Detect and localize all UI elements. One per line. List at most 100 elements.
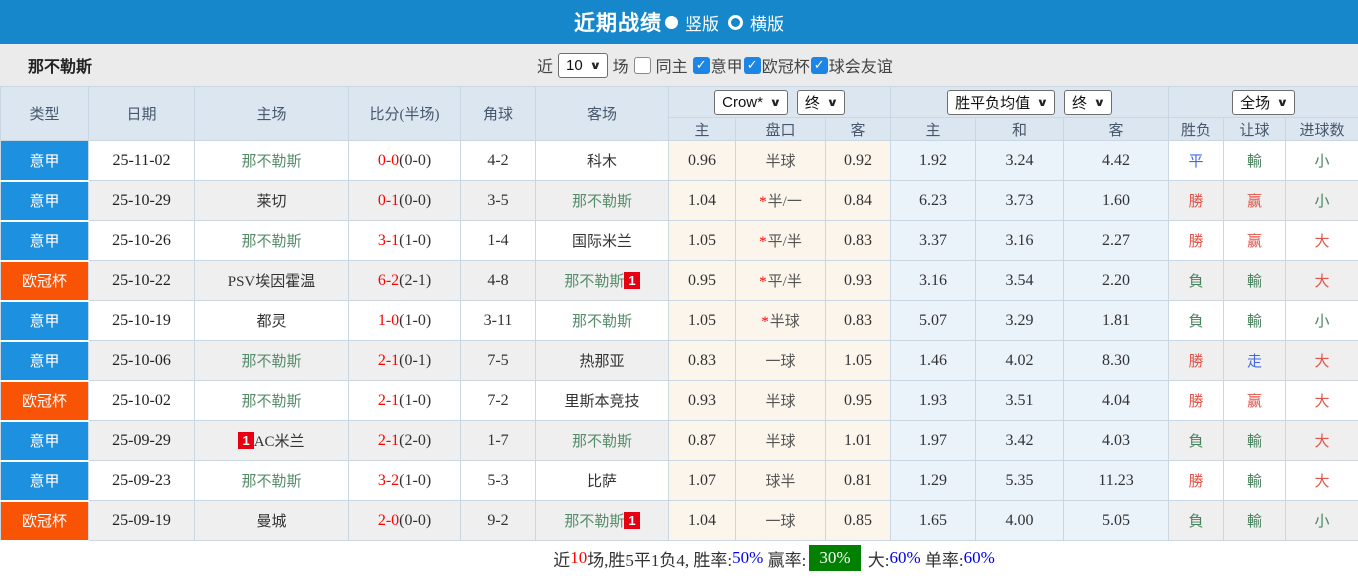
home-team-name: 那不勒斯 [241,394,302,410]
goals-result: 小 [1314,194,1330,210]
col-header-odds-home: 主 [668,117,736,141]
goals-result-cell: 大 [1285,220,1358,261]
layout-radio-horizontal[interactable]: 横版 [728,10,784,35]
handicap-text: 一球 [765,354,796,370]
red-card-badge: 1 [238,432,254,449]
league-filters: ✓ 意甲 ✓ 欧冠杯 ✓ 球会友谊 [692,53,893,77]
avg-home: 1.93 [890,380,977,421]
avg-draw: 3.51 [975,380,1065,421]
recent-count-select[interactable]: 10 ∨ [558,52,608,78]
away-team-name: 科木 [586,154,617,170]
match-row: 欧冠杯 25-10-22 PSV埃因霍温 6-2(2-1) 4-8 那不勒斯 1 0.95 *平… [0,260,1358,302]
summary-bar: 近 10 场,胜5平1负4, 胜率: 50% 赢率: 30% 大: 60% 单率: 60% [0,541,1358,575]
odds-company-select[interactable]: Crow* ∨ [714,89,788,115]
fulltime-score: 2-1 [377,431,400,449]
avg-away: 5.05 [1063,500,1170,541]
avg-draw: 3.29 [975,300,1065,341]
chevron-down-icon: ∨ [589,59,602,72]
league-checkbox[interactable]: ✓ [692,56,710,74]
match-result: 勝 [1188,394,1204,410]
odds-home: 1.04 [668,180,736,221]
goals-result: 小 [1314,154,1330,170]
league-checkbox[interactable]: ✓ [810,56,828,74]
avg-home: 3.37 [890,220,977,261]
home-team: 曼城 [194,500,349,541]
avg-home: 1.92 [890,140,977,181]
layout-radio-vertical[interactable]: 竖版 [665,10,719,35]
home-team-name: 那不勒斯 [241,474,302,490]
odds-home: 0.87 [668,420,736,461]
col-header-score: 比分(半场) [348,86,461,141]
match-result: 平 [1188,154,1204,170]
away-team-name: 那不勒斯 [571,194,632,210]
period-select[interactable]: 全场 ∨ [1232,89,1296,115]
away-team-name: 里斯本竞技 [564,394,640,410]
avg-home: 5.07 [890,300,977,341]
score: 2-1(1-0) [348,380,461,421]
match-date: 25-10-19 [88,300,195,341]
odds-away: 0.95 [824,380,892,421]
handicap-result-cell: 走 [1223,340,1287,381]
away-team: 热那亚 [535,340,669,381]
handicap-result-cell: 輸 [1223,140,1287,181]
summary-text: 近 10 场,胜5平1负4, 胜率: 50% 赢率: 30% 大: 60% 单率: 60% [553,545,995,571]
home-team: 那不勒斯 [194,380,349,421]
halftime-score: (1-0) [399,391,432,409]
recent-label: 近 [537,59,554,76]
same-home-checkbox[interactable] [633,56,651,74]
radio-unselected-icon [728,14,743,30]
odds-away: 1.05 [824,340,892,381]
match-date: 25-10-26 [88,220,195,261]
goals-result-cell: 大 [1285,340,1358,381]
league-checkbox[interactable]: ✓ [743,56,761,74]
radio-selected-icon [665,15,678,29]
avg-away: 1.81 [1063,300,1170,341]
goals-result-cell: 大 [1285,420,1358,461]
odds-group-header: Crow* ∨ 终 ∨ [667,86,892,118]
home-team-name: 曼城 [256,514,287,530]
avg-group-header: 胜平负均值 ∨ 终 ∨ [890,86,1170,118]
avg-home: 3.16 [890,260,977,301]
chevron-down-icon: ∨ [769,96,782,109]
odds-time-select[interactable]: 终 ∨ [796,89,845,115]
games-label: 场 [612,59,629,76]
avg-time-select[interactable]: 终 ∨ [1064,89,1112,115]
league-badge: 欧冠杯 [0,380,89,422]
corners: 5-3 [460,460,536,501]
halftime-score: (0-0) [399,151,432,169]
radio-horizontal-label: 横版 [750,14,784,34]
halftime-score: (0-0) [399,191,432,209]
odds-away: 1.01 [824,420,892,461]
goals-result: 大 [1314,434,1330,450]
col-header-corners: 角球 [460,86,536,141]
league-filter-label: 欧冠杯 [761,59,810,76]
match-result: 勝 [1188,474,1204,490]
halftime-score: (0-0) [399,511,432,529]
away-team-name: 那不勒斯 [564,514,625,530]
goals-result: 大 [1314,394,1330,410]
home-team-name: 那不勒斯 [241,354,302,370]
avg-home: 1.97 [890,420,977,461]
halftime-score: (2-1) [399,271,432,289]
summary-part: 30% [809,545,861,571]
avg-type-select[interactable]: 胜平负均值 ∨ [947,89,1056,115]
score: 0-1(0-0) [348,180,461,221]
corners: 7-5 [460,340,536,381]
league-badge: 意甲 [0,340,89,382]
fulltime-score: 6-2 [377,271,400,289]
col-header-home: 主场 [194,86,349,141]
match-result-cell: 勝 [1168,180,1225,221]
avg-away: 4.03 [1063,420,1170,461]
handicap-result-cell: 赢 [1223,220,1287,261]
away-team: 比萨 [535,460,669,501]
odds-away: 0.84 [824,180,892,221]
match-date: 25-10-02 [88,380,195,421]
handicap-text: 平/半 [767,274,802,290]
score: 3-1(1-0) [348,220,461,261]
summary-part: 赢率: [763,550,807,570]
handicap-text: 球半 [765,474,796,490]
goals-result: 小 [1314,514,1330,530]
chevron-down-icon: ∨ [1093,96,1106,109]
home-team: 1 AC米兰 [194,420,349,461]
